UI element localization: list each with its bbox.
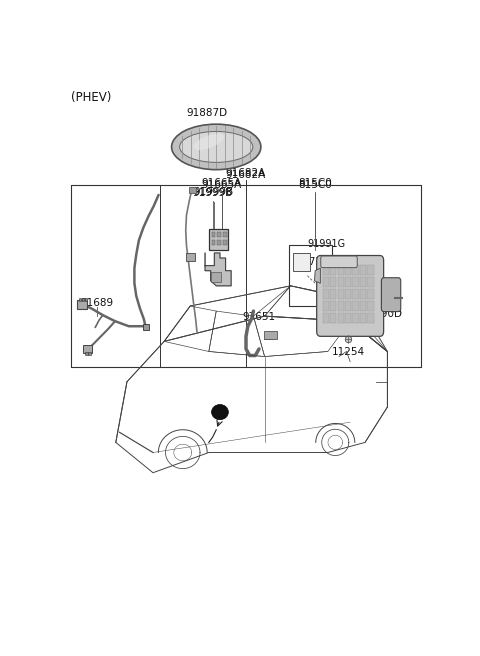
Bar: [337, 277, 344, 287]
Bar: [330, 301, 336, 311]
Text: 91887D: 91887D: [186, 108, 228, 117]
Bar: [323, 277, 329, 287]
Bar: [82, 298, 84, 302]
Bar: [330, 277, 336, 287]
Bar: [367, 289, 373, 299]
Text: 91665A: 91665A: [202, 178, 242, 188]
Text: 91999B: 91999B: [193, 187, 234, 197]
Text: 815C0: 815C0: [298, 178, 332, 188]
Bar: [190, 188, 196, 194]
Polygon shape: [205, 253, 231, 286]
Bar: [211, 272, 221, 282]
FancyBboxPatch shape: [321, 256, 357, 268]
Bar: [330, 313, 336, 323]
Bar: [71, 185, 421, 367]
Bar: [360, 264, 366, 275]
Text: 97651: 97651: [242, 312, 276, 322]
Bar: [360, 313, 366, 323]
Text: (PHEV): (PHEV): [71, 91, 111, 104]
Text: 11254: 11254: [332, 348, 365, 358]
Bar: [337, 289, 344, 299]
Bar: [360, 289, 366, 299]
Bar: [345, 264, 351, 275]
Bar: [345, 301, 351, 311]
Bar: [217, 240, 221, 245]
Bar: [212, 240, 216, 245]
Bar: [367, 264, 373, 275]
Bar: [360, 301, 366, 311]
Bar: [345, 313, 351, 323]
Polygon shape: [314, 268, 321, 283]
Text: 815C0: 815C0: [298, 180, 332, 190]
Ellipse shape: [171, 124, 261, 170]
Bar: [352, 289, 359, 299]
Bar: [352, 277, 359, 287]
Bar: [352, 313, 359, 323]
Bar: [352, 264, 359, 275]
Text: 91991G: 91991G: [307, 239, 346, 249]
FancyBboxPatch shape: [382, 277, 401, 312]
Bar: [367, 313, 373, 323]
Bar: [367, 301, 373, 311]
Bar: [209, 229, 228, 251]
Text: 91665A: 91665A: [202, 180, 242, 190]
Ellipse shape: [180, 131, 253, 163]
Bar: [84, 298, 87, 302]
Bar: [212, 232, 216, 237]
Bar: [337, 301, 344, 311]
Bar: [367, 277, 373, 287]
Bar: [323, 264, 329, 275]
Ellipse shape: [212, 405, 228, 420]
Text: 91682A: 91682A: [226, 168, 266, 178]
FancyBboxPatch shape: [317, 256, 384, 337]
Point: [345, 334, 352, 344]
Text: 91689: 91689: [81, 298, 114, 308]
Ellipse shape: [193, 134, 224, 150]
Bar: [217, 232, 221, 237]
Bar: [83, 345, 92, 353]
Bar: [88, 352, 91, 354]
Text: 91682A: 91682A: [226, 170, 266, 180]
Bar: [323, 301, 329, 311]
Bar: [345, 277, 351, 287]
Bar: [330, 264, 336, 275]
Bar: [143, 323, 148, 330]
Bar: [77, 300, 87, 309]
Bar: [223, 232, 227, 237]
Text: 97239D: 97239D: [304, 257, 342, 267]
Bar: [79, 298, 81, 302]
Bar: [289, 245, 332, 306]
Bar: [292, 253, 311, 271]
Text: 91690D: 91690D: [361, 308, 402, 319]
Bar: [345, 289, 351, 299]
Bar: [352, 301, 359, 311]
Bar: [223, 240, 227, 245]
Point: [345, 334, 352, 344]
Bar: [323, 289, 329, 299]
Text: 91999B: 91999B: [192, 188, 233, 198]
Bar: [330, 289, 336, 299]
Bar: [186, 253, 195, 260]
Bar: [85, 352, 87, 354]
Bar: [337, 313, 344, 323]
Bar: [337, 264, 344, 275]
Bar: [323, 313, 329, 323]
Bar: [360, 277, 366, 287]
Bar: [264, 331, 277, 339]
